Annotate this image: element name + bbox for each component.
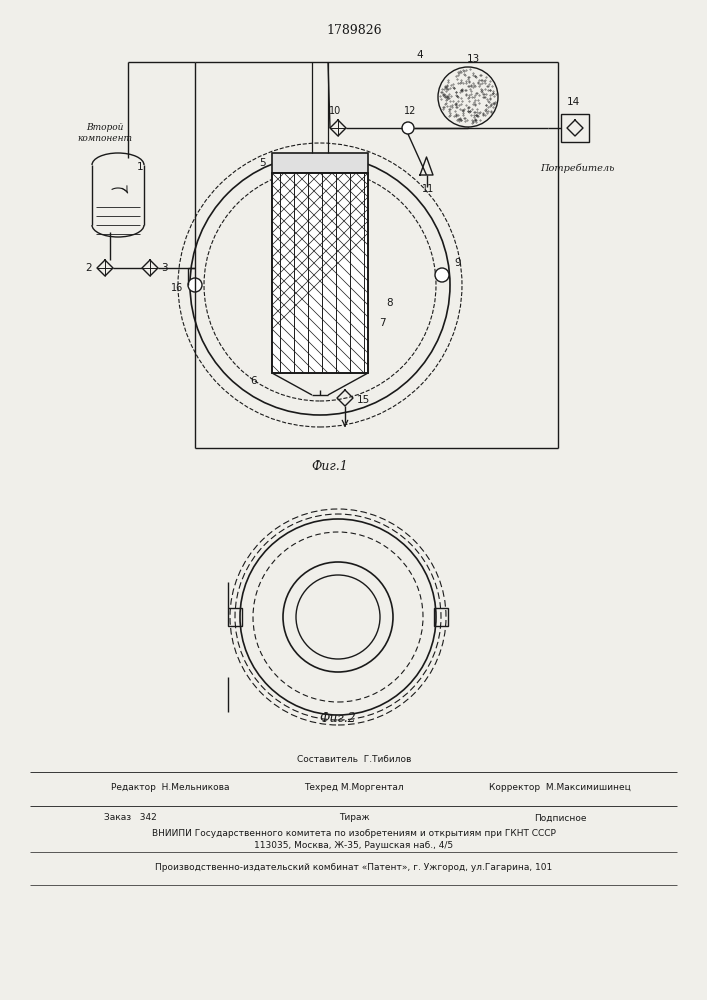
Text: 8: 8 <box>387 298 393 308</box>
Text: Редактор  Н.Мельникова: Редактор Н.Мельникова <box>111 784 229 792</box>
Text: Корректор  М.Максимишинец: Корректор М.Максимишинец <box>489 784 631 792</box>
Text: 15: 15 <box>356 395 370 405</box>
Text: 1: 1 <box>136 162 144 172</box>
Text: Фиг.2: Фиг.2 <box>320 712 356 724</box>
Text: 1789826: 1789826 <box>326 23 382 36</box>
Text: Техред М.Моргентал: Техред М.Моргентал <box>304 784 404 792</box>
Text: 16: 16 <box>171 283 183 293</box>
Circle shape <box>402 122 414 134</box>
Bar <box>272 173 368 373</box>
Bar <box>228 608 242 626</box>
Text: 3: 3 <box>160 263 168 273</box>
Circle shape <box>435 268 449 282</box>
Text: Подписное: Подписное <box>534 814 586 822</box>
Bar <box>434 608 448 626</box>
Bar <box>561 114 589 142</box>
Text: 12: 12 <box>404 106 416 116</box>
Text: 113035, Москва, Ж-35, Раушская наб., 4/5: 113035, Москва, Ж-35, Раушская наб., 4/5 <box>255 842 454 850</box>
Text: 11: 11 <box>422 184 434 194</box>
Text: Производственно-издательский комбинат «Патент», г. Ужгород, ул.Гагарина, 101: Производственно-издательский комбинат «П… <box>156 862 553 871</box>
Text: Заказ   342: Заказ 342 <box>104 814 156 822</box>
Circle shape <box>188 278 202 292</box>
Text: Фиг.1: Фиг.1 <box>312 460 349 473</box>
Text: 7: 7 <box>379 318 385 328</box>
Bar <box>272 153 368 173</box>
Text: 5: 5 <box>259 158 265 168</box>
Text: 10: 10 <box>329 106 341 116</box>
Text: 13: 13 <box>467 54 479 64</box>
Bar <box>272 173 368 373</box>
Text: Тираж: Тираж <box>339 814 369 822</box>
Text: Второй
компонент: Второй компонент <box>78 123 132 143</box>
Text: 9: 9 <box>455 258 461 268</box>
Text: Составитель  Г.Тибилов: Составитель Г.Тибилов <box>297 756 411 764</box>
Text: 4: 4 <box>416 50 423 60</box>
Text: Потребитель: Потребитель <box>540 163 614 173</box>
Text: ВНИИПИ Государственного комитета по изобретениям и открытиям при ГКНТ СССР: ВНИИПИ Государственного комитета по изоб… <box>152 828 556 838</box>
Text: 14: 14 <box>566 97 580 107</box>
Text: 6: 6 <box>251 376 257 386</box>
Text: 2: 2 <box>86 263 93 273</box>
